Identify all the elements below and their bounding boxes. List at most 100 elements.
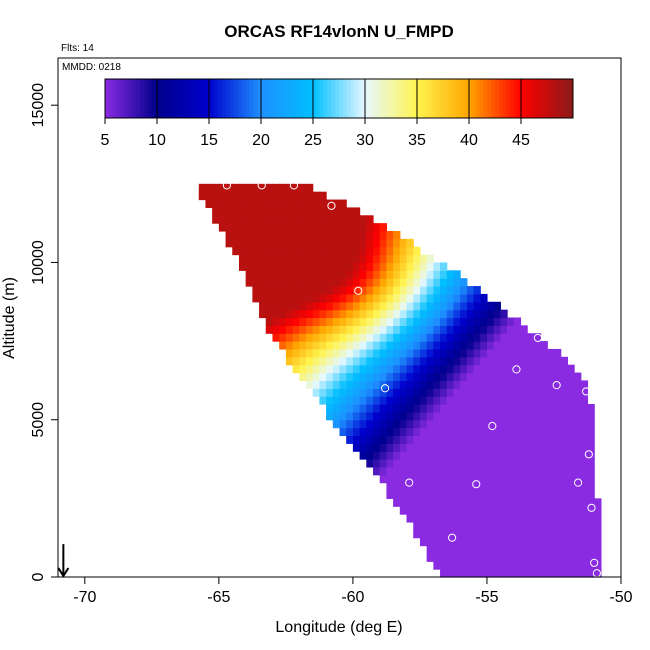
heatmap-cell — [419, 364, 428, 374]
heatmap-cell — [440, 301, 448, 311]
heatmap-cell — [540, 466, 548, 476]
heatmap-cell — [466, 309, 475, 319]
x-axis-title: Longitude (deg E) — [275, 619, 402, 636]
colorbar-segment — [342, 79, 348, 118]
colorbar-segment — [471, 79, 476, 118]
heatmap-cell — [466, 372, 475, 382]
heatmap-cell — [413, 372, 421, 382]
heatmap-cell — [533, 537, 542, 547]
heatmap-cell — [500, 514, 508, 523]
heatmap-cell — [540, 545, 548, 555]
heatmap-cell — [346, 301, 354, 311]
heatmap-cell — [419, 474, 428, 484]
heatmap-cell — [373, 341, 381, 350]
heatmap-cell — [285, 207, 294, 216]
heatmap-cell — [440, 317, 448, 326]
heatmap-cell — [386, 309, 394, 319]
heatmap-cell — [527, 333, 535, 342]
heatmap-cell — [326, 411, 334, 421]
heatmap-cell — [433, 341, 441, 350]
heatmap-cell — [386, 301, 394, 311]
heatmap-cell — [500, 411, 508, 421]
heatmap-cell — [433, 309, 441, 319]
heatmap-cell — [553, 435, 562, 444]
heatmap-cell — [527, 419, 535, 429]
heatmap-cell — [393, 293, 401, 303]
heatmap-cell — [366, 270, 374, 279]
heatmap-cell — [480, 521, 488, 531]
heatmap-cell — [332, 246, 341, 256]
heatmap-cell — [460, 459, 468, 468]
heatmap-cell — [560, 545, 568, 555]
heatmap-cell — [292, 278, 300, 287]
heatmap-cell — [480, 553, 488, 562]
heatmap-cell — [500, 427, 508, 437]
heatmap-cell — [305, 333, 314, 342]
heatmap-cell — [560, 404, 568, 413]
heatmap-cell — [319, 333, 327, 342]
heatmap-cell — [305, 341, 314, 350]
heatmap-cell — [312, 364, 320, 374]
heatmap-cell — [379, 419, 388, 429]
heatmap-cell — [440, 569, 448, 578]
heatmap-cell — [446, 474, 455, 484]
heatmap-cell — [319, 199, 327, 209]
heatmap-cell — [393, 317, 401, 326]
heatmap-cell — [339, 419, 347, 429]
heatmap-cell — [252, 223, 260, 232]
colorbar-segment — [229, 79, 235, 118]
heatmap-cell — [453, 356, 461, 366]
heatmap-cell — [507, 474, 515, 484]
heatmap-cell — [339, 380, 347, 389]
heatmap-cell — [560, 364, 568, 374]
heatmap-cell — [520, 561, 528, 570]
heatmap-cell — [232, 183, 240, 193]
heatmap-cell — [285, 293, 294, 303]
colorbar-segment — [346, 79, 352, 118]
colorbar-segment — [116, 79, 122, 118]
heatmap-cell — [406, 404, 414, 413]
heatmap-cell — [453, 396, 461, 405]
heatmap-cell — [513, 419, 522, 429]
heatmap-cell — [399, 490, 408, 499]
heatmap-cell — [225, 238, 233, 248]
heatmap-cell — [480, 506, 488, 515]
heatmap-cell — [399, 293, 408, 303]
heatmap-cell — [426, 380, 434, 389]
heatmap-cell — [312, 270, 320, 279]
heatmap-cell — [359, 238, 367, 248]
heatmap-cell — [426, 482, 434, 492]
heatmap-cell — [527, 537, 535, 547]
heatmap-cell — [453, 553, 461, 562]
heatmap-cell — [594, 537, 602, 547]
heatmap-cell — [279, 183, 287, 193]
heatmap-cell — [473, 490, 481, 499]
colorbar-segment — [319, 79, 324, 118]
colorbar-segment — [249, 79, 254, 118]
heatmap-cell — [574, 451, 582, 460]
heatmap-cell — [480, 498, 488, 507]
heatmap-cell — [493, 545, 501, 555]
heatmap-cell — [399, 474, 408, 484]
heatmap-cell — [527, 514, 535, 523]
heatmap-cell — [533, 333, 542, 342]
heatmap-cell — [560, 482, 568, 492]
heatmap-cell — [540, 356, 548, 366]
heatmap-cell — [560, 356, 568, 366]
heatmap-cell — [480, 529, 488, 539]
heatmap-cell — [399, 372, 408, 382]
heatmap-cell — [393, 380, 401, 389]
heatmap-cell — [486, 435, 495, 444]
heatmap-cell — [346, 364, 354, 374]
heatmap-cell — [527, 356, 535, 366]
heatmap-cell — [486, 341, 495, 350]
heatmap-cell — [560, 427, 568, 437]
heatmap-cell — [480, 372, 488, 382]
heatmap-cell — [285, 223, 294, 232]
heatmap-cell — [326, 231, 334, 240]
heatmap-cell — [419, 325, 428, 334]
heatmap-cell — [426, 514, 434, 523]
heatmap-cell — [433, 514, 441, 523]
heatmap-cell — [466, 466, 475, 476]
observation-point — [512, 365, 521, 374]
